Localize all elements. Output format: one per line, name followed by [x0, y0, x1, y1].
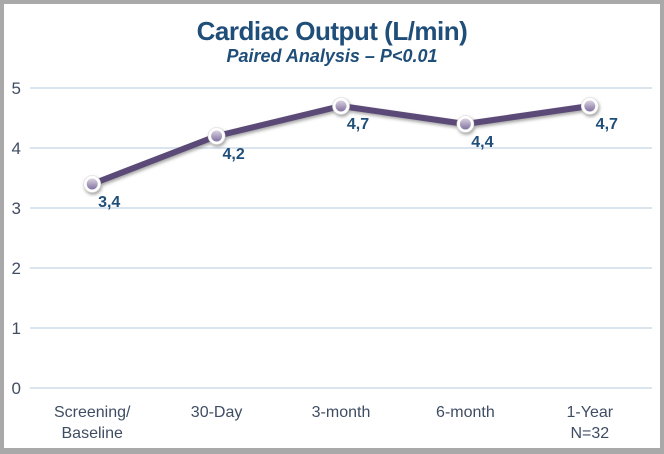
data-labels-group: 3,4 4,2 4,7 4,4 4,7	[98, 116, 618, 211]
data-point-marker	[211, 130, 223, 142]
gridlines-group: 0 1 2 3 4 5	[12, 79, 652, 398]
y-axis-tick-label: 3	[12, 199, 21, 218]
series-line	[89, 103, 593, 187]
data-point-marker	[459, 118, 471, 130]
data-point-label: 4,2	[222, 146, 244, 163]
y-axis-tick-label: 2	[12, 259, 21, 278]
data-point-label: 3,4	[98, 194, 120, 211]
y-axis-tick-label: 1	[12, 319, 21, 338]
x-axis-category-label: Baseline	[62, 425, 123, 442]
y-axis-tick-label: 0	[12, 379, 21, 398]
data-point-label: 4,4	[471, 134, 493, 151]
y-axis-tick-label: 5	[12, 79, 21, 98]
x-axis-category-label: 6-month	[436, 404, 495, 421]
x-axis-category-label: N=32	[570, 425, 609, 442]
data-point-label: 4,7	[596, 116, 618, 133]
data-point-marker	[335, 100, 347, 112]
y-axis-tick-label: 4	[12, 139, 21, 158]
chart-subtitle: Paired Analysis – P<0.01	[226, 46, 438, 66]
data-point-label: 4,7	[347, 116, 369, 133]
series-group	[83, 97, 599, 193]
x-axis-category-label: Screening/	[54, 404, 131, 421]
data-point-marker	[584, 100, 596, 112]
x-axis-category-label: 3-month	[312, 404, 371, 421]
data-point-marker	[86, 178, 98, 190]
chart-header: Cardiac Output (L/min) Paired Analysis –…	[0, 16, 664, 67]
chart-title: Cardiac Output (L/min)	[196, 16, 468, 46]
x-axis-labels-group: Screening/Baseline 30-Day 3-month 6-month 1-…	[54, 404, 614, 442]
x-axis-category-label: 30-Day	[191, 404, 243, 421]
x-axis-category-label: 1-Year	[567, 404, 614, 421]
